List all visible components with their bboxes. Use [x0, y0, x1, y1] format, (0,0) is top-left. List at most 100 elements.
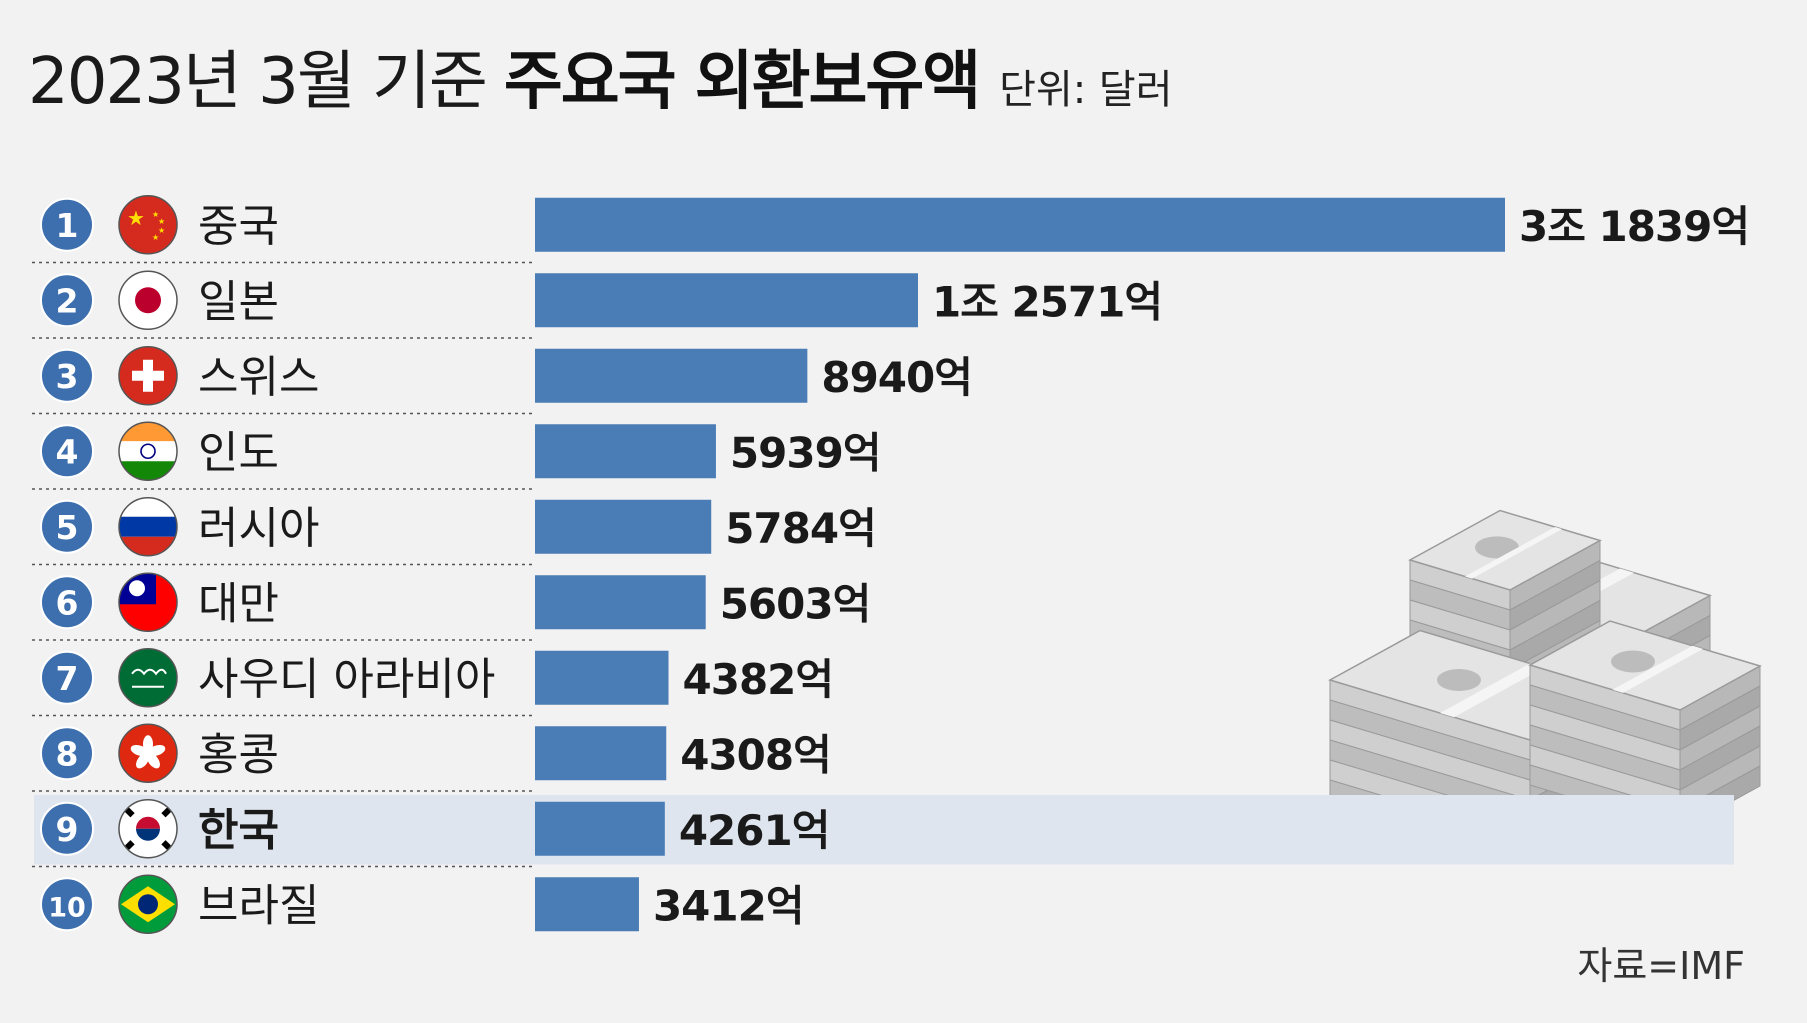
flag-body [119, 724, 177, 783]
data-label: 5603억 [720, 579, 871, 628]
bar [535, 348, 808, 403]
bar [535, 801, 665, 856]
flag-petal [130, 744, 149, 756]
south-korea-flag-icon [118, 799, 178, 859]
rank-circle [40, 877, 94, 932]
bar [535, 726, 667, 781]
flag-small-star: ★ [158, 217, 165, 226]
rank-number: 10 [48, 892, 86, 923]
saudi-arabia-flag-icon [118, 648, 178, 708]
rank-circle [40, 801, 94, 856]
bill-portrait [1437, 669, 1481, 691]
bar [535, 877, 639, 932]
taiwan-flag-icon [118, 572, 178, 632]
bar-row: 10 브라질 3412억 [40, 874, 804, 934]
rank-circle [40, 726, 94, 781]
highlight-row-band [34, 795, 1734, 865]
bar-row: 5 러시아 5784억 [32, 497, 877, 566]
bar-row: 1 ★ ★★★★ 중국 3조 1839억 [32, 195, 1750, 264]
bill-band [1440, 663, 1544, 718]
flag-small-star: ★ [158, 226, 165, 235]
flag-band-top [119, 497, 177, 517]
bill-band [1465, 527, 1562, 579]
country-label: 사우디 아라비아 [198, 654, 495, 705]
rank-number: 7 [56, 659, 79, 698]
data-label: 5784억 [725, 504, 876, 553]
unit-label: 단위: 달러 [999, 67, 1173, 113]
flag-border [118, 270, 178, 330]
rank-circle [40, 424, 94, 479]
country-label: 스위스 [198, 352, 319, 403]
data-label: 4382억 [683, 655, 834, 704]
flag-cross-h [132, 370, 164, 381]
bar [535, 650, 669, 705]
country-label: 한국 [198, 805, 279, 856]
flag-body [119, 422, 177, 481]
flag-taegeuk-blue [136, 828, 160, 841]
bar-row: 3 스위스 8940억 [32, 346, 973, 415]
flag-petal [136, 752, 150, 769]
bar [535, 499, 712, 554]
flag-border [118, 346, 178, 406]
rank-circle [40, 650, 94, 705]
data-label: 8940억 [821, 353, 972, 402]
flag-globe [138, 894, 158, 915]
japan-flag-icon [118, 270, 178, 330]
bar-row: 4 인도 5939억 [32, 421, 881, 490]
data-label: 5939억 [730, 428, 881, 477]
data-label: 3조 1839억 [1519, 202, 1749, 251]
flag-border [118, 648, 178, 708]
flag-body [119, 648, 177, 707]
flag-border [118, 421, 178, 481]
flag-chakra [140, 443, 156, 460]
rank-circle [40, 499, 94, 554]
flag-script [131, 668, 167, 676]
rank-number: 5 [56, 508, 79, 547]
india-flag-icon [118, 421, 178, 481]
flag-band-bottom [119, 536, 177, 556]
rank-number: 9 [56, 810, 79, 849]
rank-circle [40, 575, 94, 630]
flag-band-mid [119, 441, 177, 462]
rank-number: 3 [56, 357, 79, 396]
rank-number: 1 [56, 206, 79, 245]
hong-kong-flag-icon [118, 723, 178, 783]
rank-number: 4 [56, 432, 79, 471]
flag-taegeuk-red [136, 816, 160, 829]
source-label: 자료=IMF [1577, 944, 1745, 988]
bill-band [1612, 645, 1703, 693]
flag-field [119, 648, 177, 707]
bar [535, 575, 706, 630]
bar-row: 7 사우디 아라비아 4382억 [32, 648, 834, 717]
bar-row: 9 한국 4261억 [32, 795, 1734, 868]
bar-row: 8 홍콩 4308억 [32, 723, 832, 792]
flag-small-star: ★ [152, 210, 159, 219]
country-label: 중국 [198, 201, 279, 252]
flag-border [118, 723, 178, 783]
flag-small-star: ★ [152, 233, 159, 242]
country-label: 러시아 [198, 503, 319, 554]
flag-body [119, 346, 177, 405]
data-label: 1조 2571억 [932, 277, 1162, 326]
flag-body [119, 271, 177, 330]
flag-border [118, 497, 178, 557]
data-label: 4308억 [680, 730, 831, 779]
flag-sun [129, 580, 145, 597]
data-label: 4261억 [679, 806, 830, 855]
flag-border [118, 572, 178, 632]
rank-number: 8 [56, 734, 79, 773]
rank-number: 6 [56, 583, 79, 622]
flag-border [118, 799, 178, 859]
flag-sun [135, 287, 161, 314]
title-block: 2023년 3월 기준 주요국 외환보유액 단위: 달러 [28, 18, 1173, 128]
flag-body [119, 573, 177, 632]
flag-border [118, 874, 178, 934]
chart-title-main: 주요국 외환보유액 [503, 45, 981, 119]
brazil-flag-icon [118, 874, 178, 934]
russia-flag-icon [118, 497, 178, 557]
bill-portrait [1611, 650, 1655, 673]
rank-circle [40, 197, 94, 252]
flag-body: ★ ★★★★ [119, 195, 177, 254]
